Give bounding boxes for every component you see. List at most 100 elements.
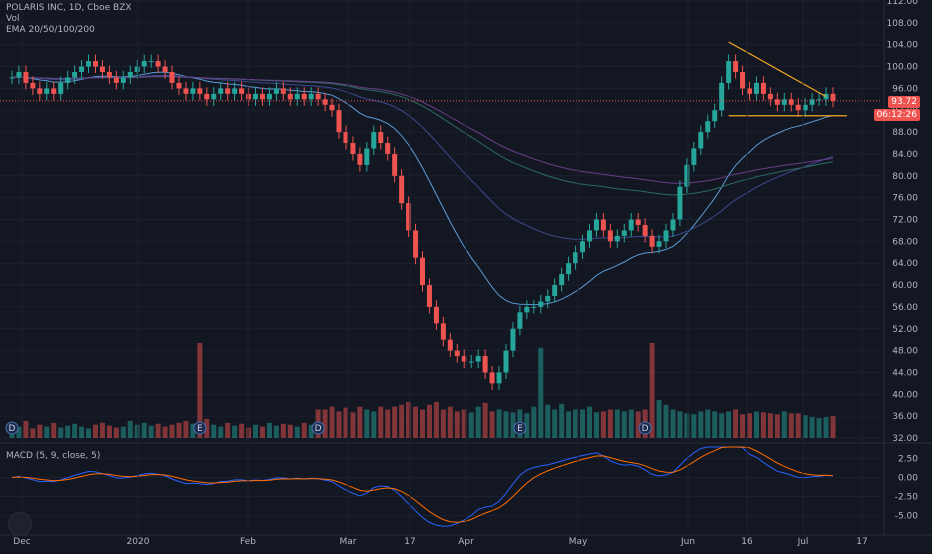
candle — [99, 66, 105, 73]
candle — [691, 148, 697, 165]
candle — [86, 61, 92, 67]
volume-bar — [600, 411, 606, 438]
candle — [586, 230, 592, 242]
candle — [420, 257, 425, 286]
candle — [239, 88, 245, 94]
volume-bar — [705, 409, 711, 438]
candle — [169, 72, 175, 83]
volume-bar — [218, 426, 224, 438]
candle — [489, 372, 495, 384]
price-tick-label: 68.00 — [892, 237, 918, 247]
current-price-tag: 93.72 — [888, 96, 920, 108]
candle — [524, 306, 530, 313]
volume-bar — [176, 422, 182, 438]
volume-bar — [357, 406, 363, 438]
candle — [246, 93, 252, 100]
candle — [774, 99, 780, 105]
candle — [788, 99, 794, 105]
volume-bar — [649, 343, 655, 438]
volume-bar — [113, 427, 119, 438]
volume-bar — [747, 413, 753, 438]
candle — [106, 72, 112, 78]
candle — [183, 88, 189, 94]
volume-bar — [426, 404, 432, 438]
candle — [614, 235, 620, 242]
volume-bar — [788, 413, 794, 438]
volume-bar — [232, 425, 238, 438]
candle — [517, 312, 523, 329]
candle — [719, 82, 725, 111]
candle — [705, 121, 711, 133]
candle — [315, 93, 321, 100]
candle — [503, 350, 509, 373]
tradingview-logo-icon[interactable] — [8, 512, 32, 536]
candle — [9, 77, 15, 79]
candle — [698, 132, 704, 149]
volume-bar — [99, 422, 105, 438]
volume-bar — [420, 409, 425, 438]
volume-bar — [531, 406, 537, 438]
candle — [684, 164, 690, 187]
candle — [621, 230, 627, 236]
volume-bar — [239, 423, 245, 438]
candle — [162, 66, 168, 73]
volume-bar — [197, 343, 203, 438]
candle — [51, 88, 57, 94]
volume-bar — [266, 422, 272, 438]
volume-bar — [134, 424, 140, 438]
candle — [712, 110, 718, 122]
time-tick-label: May — [569, 537, 588, 547]
time-tick-label: 17 — [856, 537, 867, 547]
volume-bar — [656, 400, 662, 438]
volume-bar — [614, 409, 620, 438]
volume-bar — [141, 422, 147, 438]
volume-bar — [691, 414, 697, 438]
candle — [371, 132, 377, 149]
volume-bar — [580, 409, 586, 438]
volume-bar — [753, 411, 759, 438]
price-tick-label: 44.00 — [892, 368, 918, 378]
volume-bar — [635, 411, 641, 438]
volume-bar — [767, 413, 773, 438]
candle — [329, 104, 335, 111]
event-marker-label: E — [517, 424, 523, 434]
ema-100-line — [11, 75, 834, 196]
price-tick-label: 104.00 — [887, 41, 919, 51]
price-tick-label: 32.00 — [892, 434, 918, 444]
volume-bar — [322, 409, 328, 438]
volume-bar — [211, 424, 217, 438]
candle — [113, 77, 119, 83]
candle — [482, 356, 488, 373]
candle — [294, 93, 300, 100]
event-marker — [513, 421, 527, 435]
volume-bar — [127, 420, 133, 438]
volume-bar — [246, 427, 252, 438]
volume-bar — [399, 404, 405, 438]
volume-bar — [86, 428, 92, 438]
candle — [628, 219, 634, 231]
price-tick-label: 76.00 — [892, 194, 918, 204]
volume-bar — [336, 411, 342, 438]
event-marker-label: D — [315, 424, 322, 434]
candle — [830, 93, 836, 101]
candle — [176, 82, 182, 89]
candle — [510, 328, 516, 351]
price-tick-label: 52.00 — [892, 325, 918, 335]
volume-bar — [343, 407, 349, 438]
candle — [545, 295, 551, 302]
volume-bar — [253, 424, 259, 438]
candle — [79, 66, 85, 73]
candle — [663, 230, 669, 242]
candle — [406, 203, 412, 231]
candle — [753, 82, 759, 94]
candle — [211, 93, 217, 100]
price-tick-label: 112.00 — [887, 0, 919, 7]
volume-bar — [698, 411, 704, 438]
volume-bar — [670, 409, 676, 438]
time-tick-label: Dec — [13, 537, 30, 547]
candle — [378, 132, 384, 144]
volume-bar — [371, 411, 377, 438]
volume-bar — [510, 412, 516, 438]
